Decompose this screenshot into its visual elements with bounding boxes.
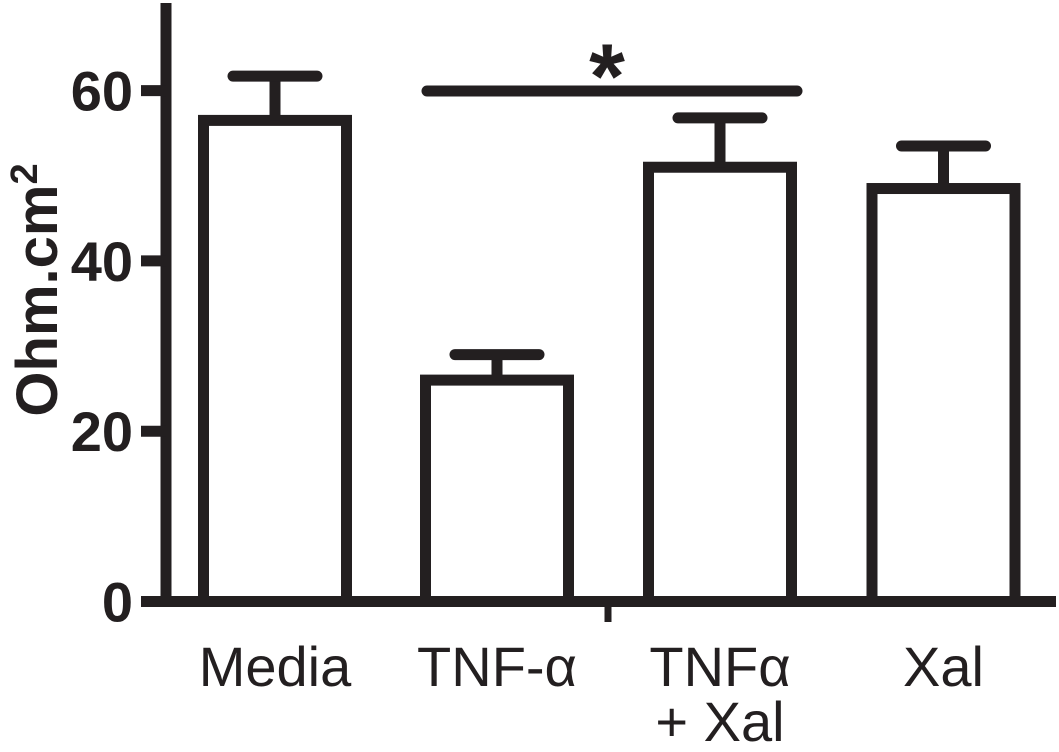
y-tick-marks — [141, 85, 166, 607]
x-category-label: Media — [199, 635, 352, 698]
x-category-label: + Xal — [655, 690, 784, 752]
significance-annotation: * — [421, 26, 803, 128]
bar-3 — [866, 183, 1021, 608]
y-tick-label: 20 — [71, 400, 133, 463]
y-tick-label: 40 — [71, 230, 133, 293]
significance-asterisk: * — [589, 26, 625, 128]
x-category-label: TNFα — [649, 635, 790, 698]
bar-2 — [643, 161, 797, 608]
y-axis-label: Ohm.cm2 — [4, 163, 70, 416]
y-tick-label: 60 — [71, 60, 133, 123]
bars-group — [198, 70, 1021, 608]
bar-0 — [198, 114, 352, 607]
y-tick-labels: 0 20 40 60 — [71, 60, 133, 634]
bar-1 — [420, 374, 574, 607]
x-category-labels: Media TNF-α TNFα+ Xal Xal — [199, 635, 984, 752]
x-category-label: TNF-α — [417, 635, 577, 698]
y-tick-label: 0 — [102, 571, 133, 634]
y-axis-label-base: Ohm.cm — [5, 185, 70, 417]
y-axis-label-superscript: 2 — [4, 163, 46, 184]
x-category-label: Xal — [903, 635, 984, 698]
